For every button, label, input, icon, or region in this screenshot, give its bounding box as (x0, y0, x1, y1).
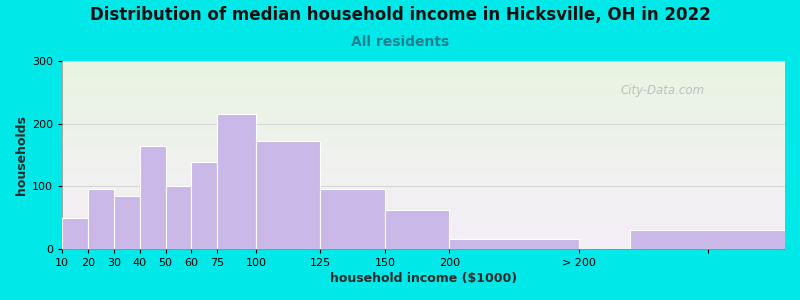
Bar (114, 196, 140, 249)
Bar (62, 218, 88, 249)
Text: All residents: All residents (351, 34, 449, 49)
Bar (256, 140, 321, 249)
Bar (140, 146, 166, 249)
Bar (166, 186, 191, 249)
Text: City-Data.com: City-Data.com (620, 83, 704, 97)
Bar (385, 210, 450, 249)
Bar (630, 230, 785, 249)
Bar (321, 189, 385, 249)
Bar (88, 189, 114, 249)
Bar (217, 114, 256, 249)
X-axis label: household income ($1000): household income ($1000) (330, 272, 518, 285)
Bar (450, 239, 578, 249)
Y-axis label: households: households (15, 115, 28, 195)
Text: Distribution of median household income in Hicksville, OH in 2022: Distribution of median household income … (90, 6, 710, 24)
Bar (191, 162, 217, 249)
